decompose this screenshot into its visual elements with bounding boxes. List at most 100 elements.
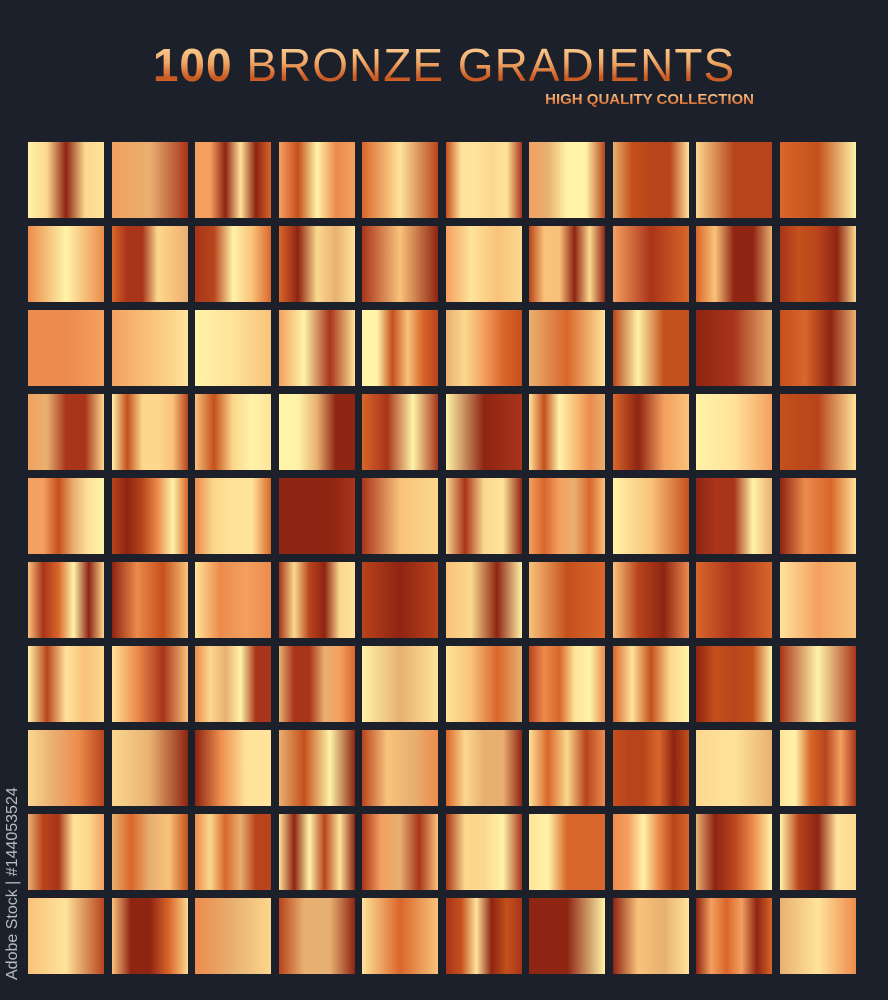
gradient-swatch	[28, 310, 104, 386]
gradient-swatch	[445, 730, 522, 806]
gradient-swatch	[696, 814, 772, 890]
subtitle: HIGH QUALITY COLLECTION	[545, 91, 754, 108]
gradient-swatch	[445, 142, 522, 218]
gradient-swatch	[779, 730, 856, 806]
gradient-swatch	[195, 478, 271, 554]
gradient-swatch	[28, 226, 104, 302]
title-text: BRONZE GRADIENTS	[246, 39, 736, 91]
gradient-swatch	[779, 226, 856, 302]
gradient-swatch	[28, 478, 104, 554]
gradient-swatch	[612, 562, 689, 638]
gradient-swatch	[28, 814, 104, 890]
gradient-swatch	[195, 646, 271, 722]
gradient-swatch	[28, 898, 104, 974]
gradient-swatch	[696, 478, 772, 554]
gradient-swatch	[362, 310, 438, 386]
gradient-swatch	[696, 898, 772, 974]
gradient-swatch	[362, 226, 438, 302]
gradient-swatch	[362, 814, 438, 890]
gradient-swatch	[28, 394, 104, 470]
gradient-swatch	[195, 394, 271, 470]
gradient-swatch	[111, 478, 188, 554]
gradient-swatch	[111, 730, 188, 806]
gradient-swatch	[195, 562, 271, 638]
gradient-swatch	[529, 478, 605, 554]
gradient-swatch	[111, 394, 188, 470]
gradient-swatch	[696, 562, 772, 638]
gradient-swatch	[111, 310, 188, 386]
gradient-swatch	[445, 562, 522, 638]
gradient-swatch	[612, 814, 689, 890]
gradient-swatch	[612, 898, 689, 974]
page-title: 100 BRONZE GRADIENTS	[0, 38, 888, 92]
gradient-swatch	[195, 898, 271, 974]
gradient-swatch	[362, 142, 438, 218]
gradient-swatch	[195, 814, 271, 890]
gradient-swatch	[612, 142, 689, 218]
gradient-swatch	[278, 730, 355, 806]
gradient-swatch	[529, 646, 605, 722]
gradient-swatch	[445, 646, 522, 722]
gradient-swatch	[445, 310, 522, 386]
gradient-swatch	[362, 478, 438, 554]
gradient-swatch-grid	[28, 142, 860, 974]
gradient-swatch	[696, 730, 772, 806]
gradient-swatch	[445, 226, 522, 302]
gradient-swatch	[696, 226, 772, 302]
stock-credit: Adobe Stock | #144053524	[4, 787, 21, 980]
gradient-swatch	[278, 562, 355, 638]
gradient-swatch	[779, 814, 856, 890]
title-number: 100	[152, 39, 233, 91]
gradient-swatch	[529, 142, 605, 218]
gradient-swatch	[779, 478, 856, 554]
gradient-swatch	[445, 394, 522, 470]
gradient-swatch	[362, 646, 438, 722]
gradient-swatch	[195, 226, 271, 302]
gradient-swatch	[612, 478, 689, 554]
gradient-swatch	[696, 394, 772, 470]
gradient-swatch	[779, 562, 856, 638]
gradient-swatch	[28, 142, 104, 218]
gradient-swatch	[696, 142, 772, 218]
gradient-swatch	[362, 562, 438, 638]
gradient-swatch	[529, 898, 605, 974]
gradient-swatch	[195, 142, 271, 218]
gradient-swatch	[278, 646, 355, 722]
gradient-swatch	[612, 394, 689, 470]
gradient-swatch	[278, 814, 355, 890]
gradient-swatch	[779, 394, 856, 470]
gradient-swatch	[111, 646, 188, 722]
gradient-swatch	[362, 898, 438, 974]
gradient-swatch	[529, 226, 605, 302]
gradient-swatch	[779, 310, 856, 386]
gradient-swatch	[612, 310, 689, 386]
gradient-swatch	[529, 814, 605, 890]
gradient-swatch	[111, 142, 188, 218]
gradient-swatch	[529, 394, 605, 470]
gradient-swatch	[28, 646, 104, 722]
gradient-swatch	[111, 814, 188, 890]
gradient-swatch	[278, 142, 355, 218]
gradient-swatch	[612, 646, 689, 722]
gradient-swatch	[612, 226, 689, 302]
gradient-swatch	[278, 394, 355, 470]
gradient-swatch	[111, 562, 188, 638]
gradient-swatch	[529, 562, 605, 638]
gradient-swatch	[445, 478, 522, 554]
gradient-swatch	[278, 898, 355, 974]
gradient-swatch	[111, 898, 188, 974]
gradient-swatch	[111, 226, 188, 302]
gradient-swatch	[362, 730, 438, 806]
gradient-swatch	[28, 730, 104, 806]
gradient-swatch	[445, 814, 522, 890]
gradient-swatch	[696, 646, 772, 722]
gradient-swatch	[696, 310, 772, 386]
gradient-swatch	[779, 646, 856, 722]
gradient-swatch	[278, 310, 355, 386]
gradient-swatch	[195, 310, 271, 386]
gradient-swatch	[612, 730, 689, 806]
gradient-swatch	[278, 226, 355, 302]
gradient-swatch	[779, 898, 856, 974]
gradient-swatch	[445, 898, 522, 974]
gradient-swatch	[362, 394, 438, 470]
